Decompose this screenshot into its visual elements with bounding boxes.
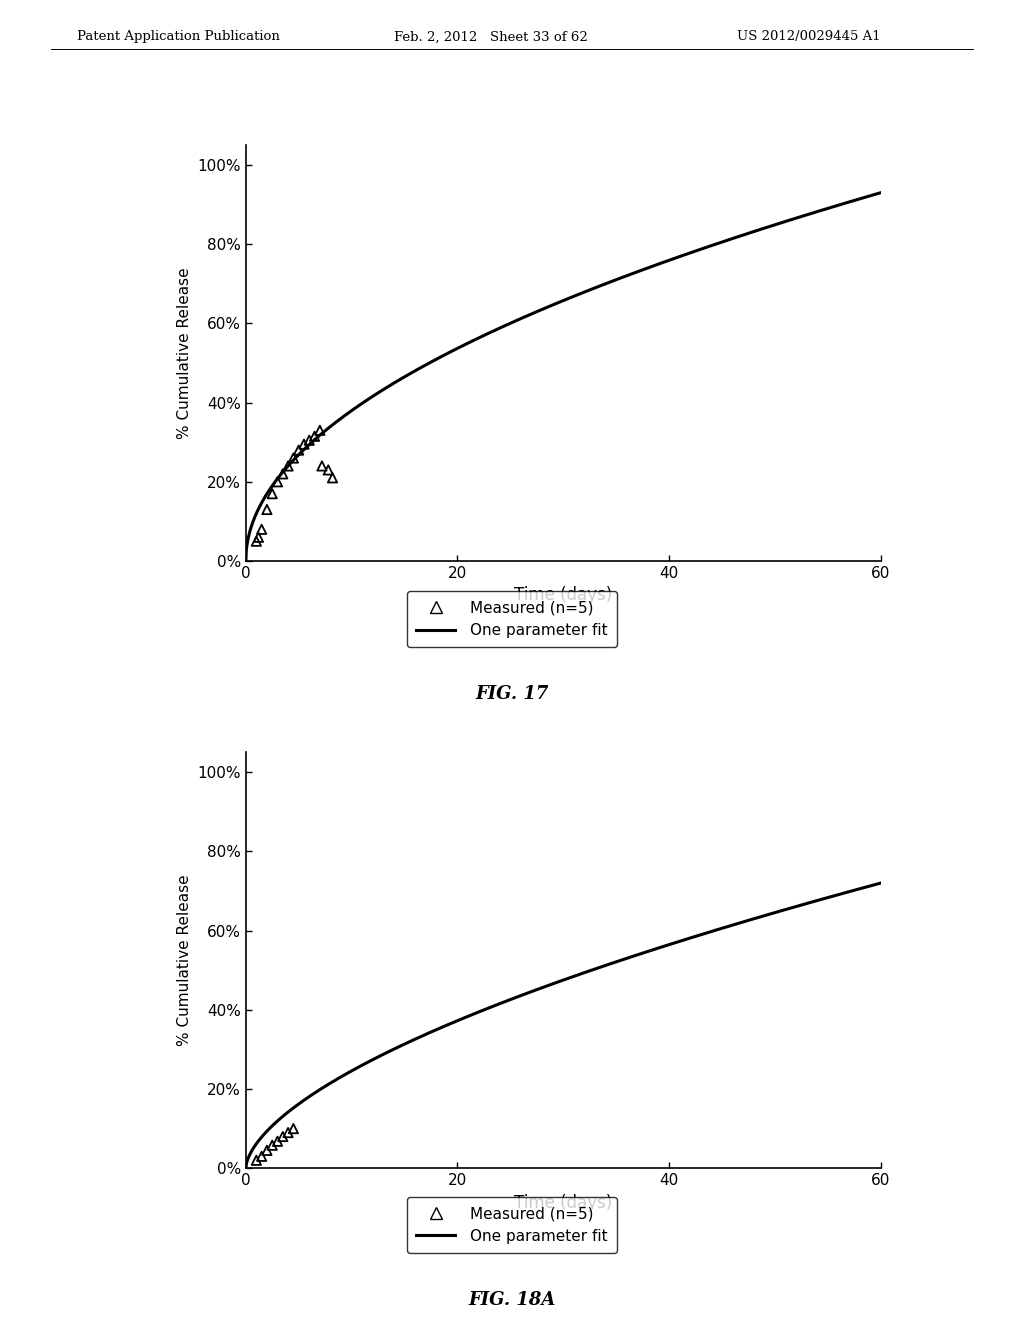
Point — [264, 483, 281, 504]
Point — [254, 519, 270, 540]
Text: FIG. 17: FIG. 17 — [475, 685, 549, 704]
Point — [280, 1122, 296, 1143]
Point — [248, 531, 264, 552]
Text: Patent Application Publication: Patent Application Publication — [77, 30, 280, 44]
Point — [259, 1139, 275, 1162]
Point — [296, 433, 312, 454]
Point — [248, 1150, 264, 1171]
Text: Feb. 2, 2012   Sheet 33 of 62: Feb. 2, 2012 Sheet 33 of 62 — [394, 30, 588, 44]
Point — [280, 455, 296, 477]
Y-axis label: % Cumulative Release: % Cumulative Release — [177, 874, 191, 1047]
Point — [311, 420, 328, 441]
Point — [291, 440, 307, 461]
Point — [269, 1131, 286, 1152]
Point — [269, 471, 286, 492]
Point — [285, 1118, 301, 1139]
Point — [254, 1146, 270, 1167]
X-axis label: Time (days): Time (days) — [514, 1193, 612, 1212]
Point — [325, 467, 341, 488]
Legend: Measured (n=5), One parameter fit: Measured (n=5), One parameter fit — [408, 1197, 616, 1253]
Point — [259, 499, 275, 520]
Point — [313, 455, 330, 477]
Point — [274, 1126, 291, 1147]
Point — [301, 430, 317, 451]
X-axis label: Time (days): Time (days) — [514, 586, 612, 605]
Point — [264, 1135, 281, 1156]
Text: FIG. 18A: FIG. 18A — [468, 1291, 556, 1309]
Point — [285, 447, 301, 469]
Point — [250, 527, 266, 548]
Point — [306, 426, 323, 447]
Point — [274, 463, 291, 484]
Legend: Measured (n=5), One parameter fit: Measured (n=5), One parameter fit — [408, 591, 616, 647]
Point — [321, 459, 337, 480]
Text: US 2012/0029445 A1: US 2012/0029445 A1 — [737, 30, 881, 44]
Y-axis label: % Cumulative Release: % Cumulative Release — [177, 267, 191, 440]
